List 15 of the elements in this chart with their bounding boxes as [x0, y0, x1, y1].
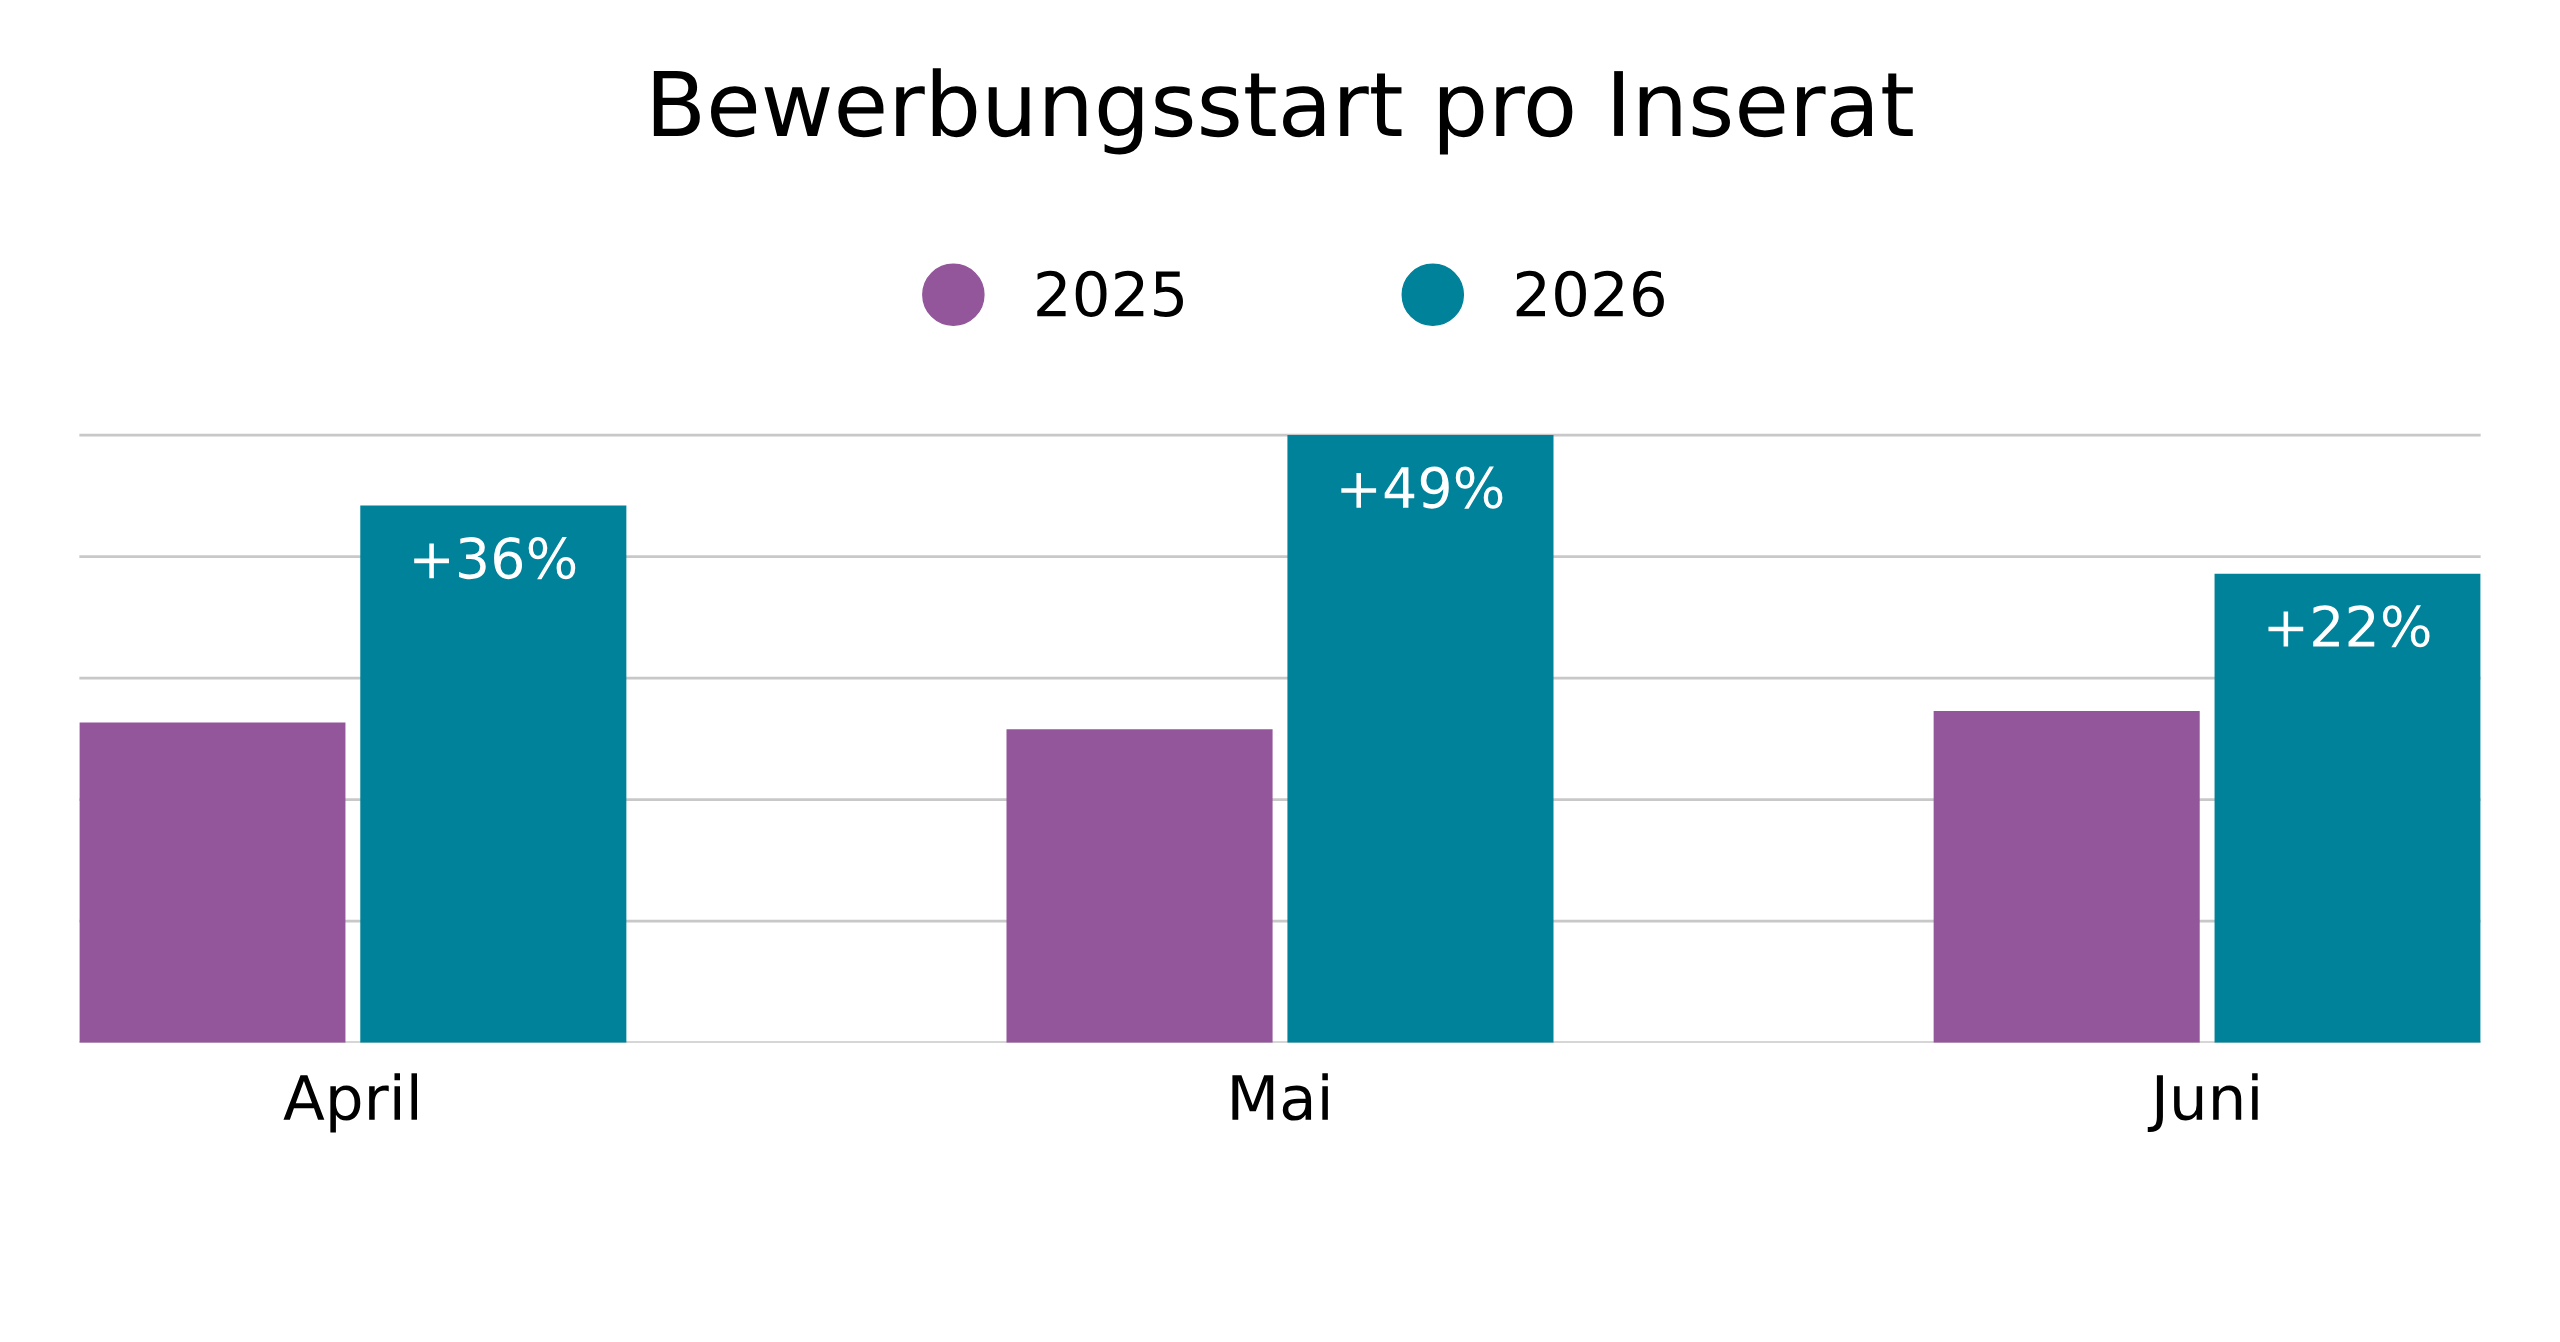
bar	[1287, 435, 1554, 1043]
annotation: +22%	[2268, 605, 2430, 648]
bar	[1006, 729, 1273, 1043]
bar	[1933, 710, 2200, 1043]
bar	[79, 722, 346, 1043]
chart-title: Bewerbungsstart pro Inserat	[653, 68, 1913, 155]
bar	[360, 505, 627, 1043]
legend-label: 2025	[1037, 270, 1183, 317]
x-tick-label: Juni	[2147, 1073, 2258, 1132]
annotation: +49%	[1341, 466, 1503, 509]
x-tick-label: April	[283, 1073, 417, 1133]
annotation: +36%	[414, 537, 576, 580]
bar	[2214, 573, 2481, 1043]
legend-label: 2026	[1516, 270, 1664, 317]
x-tick-label: Mai	[1232, 1073, 1328, 1121]
